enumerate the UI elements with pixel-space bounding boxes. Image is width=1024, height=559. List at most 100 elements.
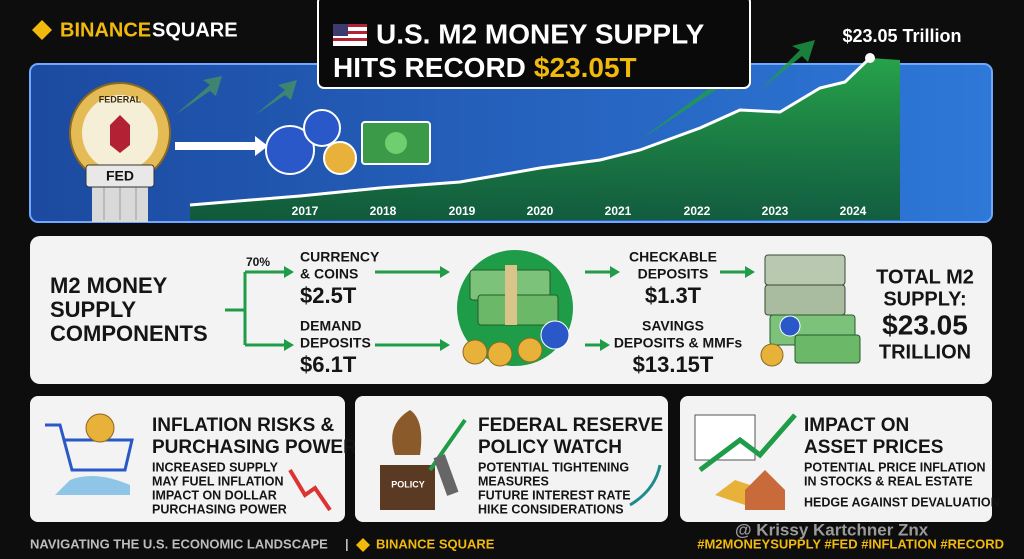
title-highlight: $23.05T (534, 52, 637, 83)
card-text: HEDGE AGAINST DEVALUATION (804, 495, 1000, 509)
hashtags: #M2MONEYSUPPLY #FED #INFLATION #RECORD (697, 536, 1004, 551)
down-arrow (288, 468, 332, 512)
fed-seal-part (110, 115, 130, 153)
tagline: NAVIGATING THE U.S. ECONOMIC LANDSCAPE (30, 536, 328, 551)
card-title: ASSET PRICES (804, 437, 943, 458)
item-label: DEMAND (300, 318, 361, 334)
cash-stack-part (779, 315, 801, 337)
icon-label: POLICY (391, 479, 425, 489)
money-pile-part (462, 339, 488, 365)
arrow-heads (284, 266, 294, 351)
card-text: FUTURE INTEREST RATE (478, 488, 631, 502)
coins-part (323, 141, 357, 175)
year: 2018 (370, 204, 397, 218)
cart-icon-part (55, 476, 130, 495)
total-label: TOTAL M2 (876, 266, 974, 288)
item-label: CURRENCY (300, 249, 380, 265)
watermark: @ Krissy Kartchner Znx (735, 520, 929, 539)
total-value: $23.05 (882, 309, 968, 340)
item-label: DEPOSITS & MMFs (614, 335, 743, 351)
card-title: IMPACT ON (804, 415, 909, 436)
brand-part (32, 20, 52, 40)
policy-icon-part (433, 454, 459, 496)
card-text: IN STOCKS & REAL ESTATE (804, 474, 973, 488)
card-title: POLICY WATCH (478, 437, 622, 458)
card-text: IMPACT ON DOLLAR (152, 488, 277, 502)
card-text: INCREASED SUPPLY (152, 460, 279, 474)
card-text: MEASURES (478, 474, 549, 488)
growth-area (190, 58, 900, 220)
money-pile-part (540, 320, 570, 350)
money-pile-part (477, 294, 559, 326)
card-text: PURCHASING POWER (152, 502, 287, 516)
growth-line (189, 56, 872, 207)
coins (265, 109, 357, 175)
card-text: POTENTIAL PRICE INFLATION (804, 460, 985, 474)
components-title: M2 MONEY (50, 273, 168, 298)
components-title: SUPPLY (50, 297, 136, 322)
card-text: HIKE CONSIDERATIONS (478, 502, 624, 516)
cart-icon (45, 413, 134, 495)
arrows (375, 270, 745, 347)
flag-part (333, 31, 367, 34)
brand: BINANCE SQUARE (32, 19, 238, 41)
flag-part (333, 24, 348, 36)
item-value: $13.15T (633, 352, 714, 377)
cash-stack-part (794, 334, 861, 364)
brand-a: BINANCE (60, 19, 151, 41)
cash-stack (760, 254, 861, 367)
item-label: SAVINGS (642, 318, 704, 334)
peak-label: $23.05 Trillion (842, 26, 961, 46)
year: 2024 (840, 204, 867, 218)
money-pile (457, 250, 573, 367)
years: 2017 2018 2019 2020 2021 2022 2023 2024 (292, 204, 867, 218)
card-text: POTENTIAL TIGHTENING (478, 460, 629, 474)
item-value: $6.1T (300, 352, 357, 377)
brand-logo (356, 538, 370, 552)
footer-brand: BINANCE SQUARE (376, 536, 495, 551)
title-text: HITS RECORD (333, 52, 526, 83)
money-pile-part (517, 337, 543, 363)
asset-icon (694, 413, 797, 510)
curve-arrow (629, 464, 662, 507)
fed-seal: FEDERAL FED (69, 82, 171, 222)
item-label: DEPOSITS (638, 266, 709, 282)
banner-part (760, 40, 815, 90)
year: 2021 (605, 204, 632, 218)
year: 2023 (762, 204, 789, 218)
card: POLICY FEDERAL RESERVE POLICY WATCH POTE… (355, 396, 668, 522)
banner-part (255, 80, 297, 115)
asset-icon-part (745, 470, 785, 510)
item-value: $1.3T (645, 283, 702, 308)
item-label: & COINS (300, 266, 358, 282)
coins-part (303, 109, 341, 147)
components-title: COMPONENTS (50, 321, 208, 346)
branch (225, 270, 285, 347)
asset-icon-part (698, 413, 797, 472)
item-label: DEPOSITS (300, 335, 371, 351)
year: 2019 (449, 204, 476, 218)
policy-icon (380, 410, 467, 510)
money-pile-part (505, 265, 517, 325)
cash-stack-part (764, 254, 846, 286)
year: 2017 (292, 204, 319, 218)
pillar-label: FED (106, 168, 134, 184)
arrow (175, 136, 268, 156)
bill-part (385, 132, 407, 154)
cash-stack-part (760, 343, 784, 367)
banner-part (175, 76, 222, 115)
title-box: U.S. M2 MONEY SUPPLY HITS RECORD $23.05T (317, 0, 751, 89)
cart-icon-part (85, 413, 115, 443)
card-title: FEDERAL RESERVE (478, 415, 663, 436)
total-unit: TRILLION (879, 341, 971, 363)
item-value: $2.5T (300, 283, 357, 308)
title-line2: HITS RECORD $23.05T (333, 52, 637, 83)
flag (333, 24, 367, 46)
separator: | (345, 536, 349, 551)
components-panel: M2 MONEY SUPPLY COMPONENTS 70% CURRENCY … (30, 236, 992, 384)
flag-part (333, 38, 367, 41)
policy-icon-part (392, 410, 422, 455)
card: INFLATION RISKS & PURCHASING POWER INCRE… (30, 396, 357, 522)
fed-seal-part (85, 164, 155, 188)
